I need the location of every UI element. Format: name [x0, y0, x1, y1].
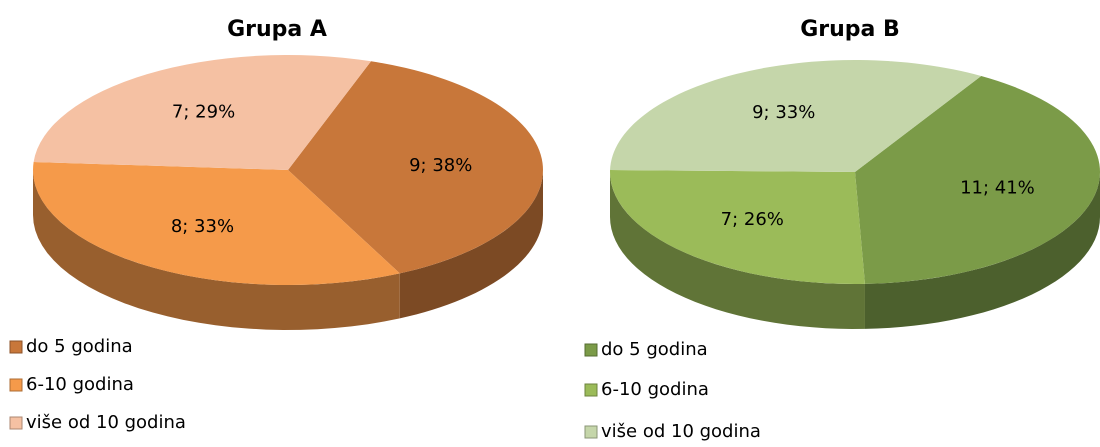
pie-slice — [610, 170, 865, 285]
legend-swatch — [584, 343, 598, 357]
data-label: 8; 33% — [171, 216, 234, 237]
pie-slice — [855, 75, 1100, 284]
pie-side — [399, 170, 543, 319]
legend-label: više od 10 godina — [26, 412, 186, 433]
legend-swatch — [9, 378, 23, 392]
legend-label: do 5 godina — [601, 339, 708, 360]
pie-slice — [33, 55, 372, 170]
pie-slice — [33, 161, 400, 285]
legend-swatch — [584, 425, 598, 439]
legend-swatch — [9, 340, 23, 354]
legend-swatch — [584, 383, 598, 397]
legend-label: 6-10 godina — [601, 379, 709, 400]
legend-label: više od 10 godina — [601, 421, 761, 442]
data-label: 9; 38% — [409, 155, 472, 176]
pie-slice — [288, 61, 544, 274]
chart-title: Grupa A — [227, 17, 327, 42]
pie-side — [33, 170, 400, 330]
chart-title: Grupa B — [800, 17, 900, 42]
data-label: 7; 29% — [172, 101, 235, 122]
legend-label: 6-10 godina — [26, 374, 134, 395]
pie-side — [610, 172, 865, 329]
legend-swatch — [9, 416, 23, 430]
legend-label: do 5 godina — [26, 336, 133, 357]
data-label: 7; 26% — [721, 209, 784, 230]
data-label: 9; 33% — [752, 102, 815, 123]
data-label: 11; 41% — [960, 178, 1035, 199]
pie-slice — [610, 60, 982, 172]
pie-side — [864, 172, 1100, 329]
